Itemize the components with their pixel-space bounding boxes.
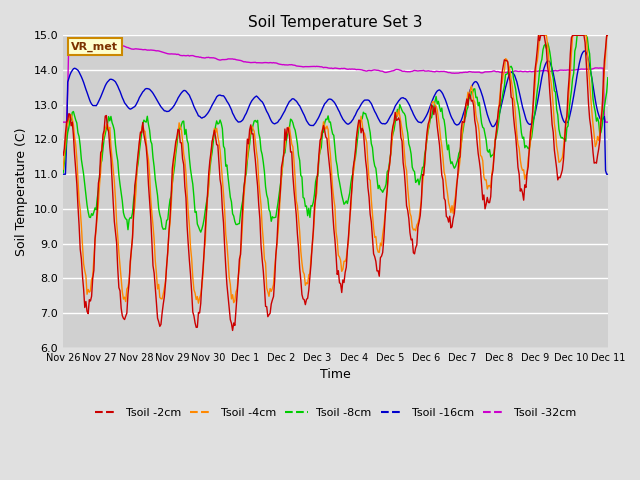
Text: VR_met: VR_met (71, 41, 118, 52)
Legend: Tsoil -2cm, Tsoil -4cm, Tsoil -8cm, Tsoil -16cm, Tsoil -32cm: Tsoil -2cm, Tsoil -4cm, Tsoil -8cm, Tsoi… (90, 403, 580, 422)
Y-axis label: Soil Temperature (C): Soil Temperature (C) (15, 127, 28, 256)
X-axis label: Time: Time (320, 368, 351, 381)
Title: Soil Temperature Set 3: Soil Temperature Set 3 (248, 15, 423, 30)
